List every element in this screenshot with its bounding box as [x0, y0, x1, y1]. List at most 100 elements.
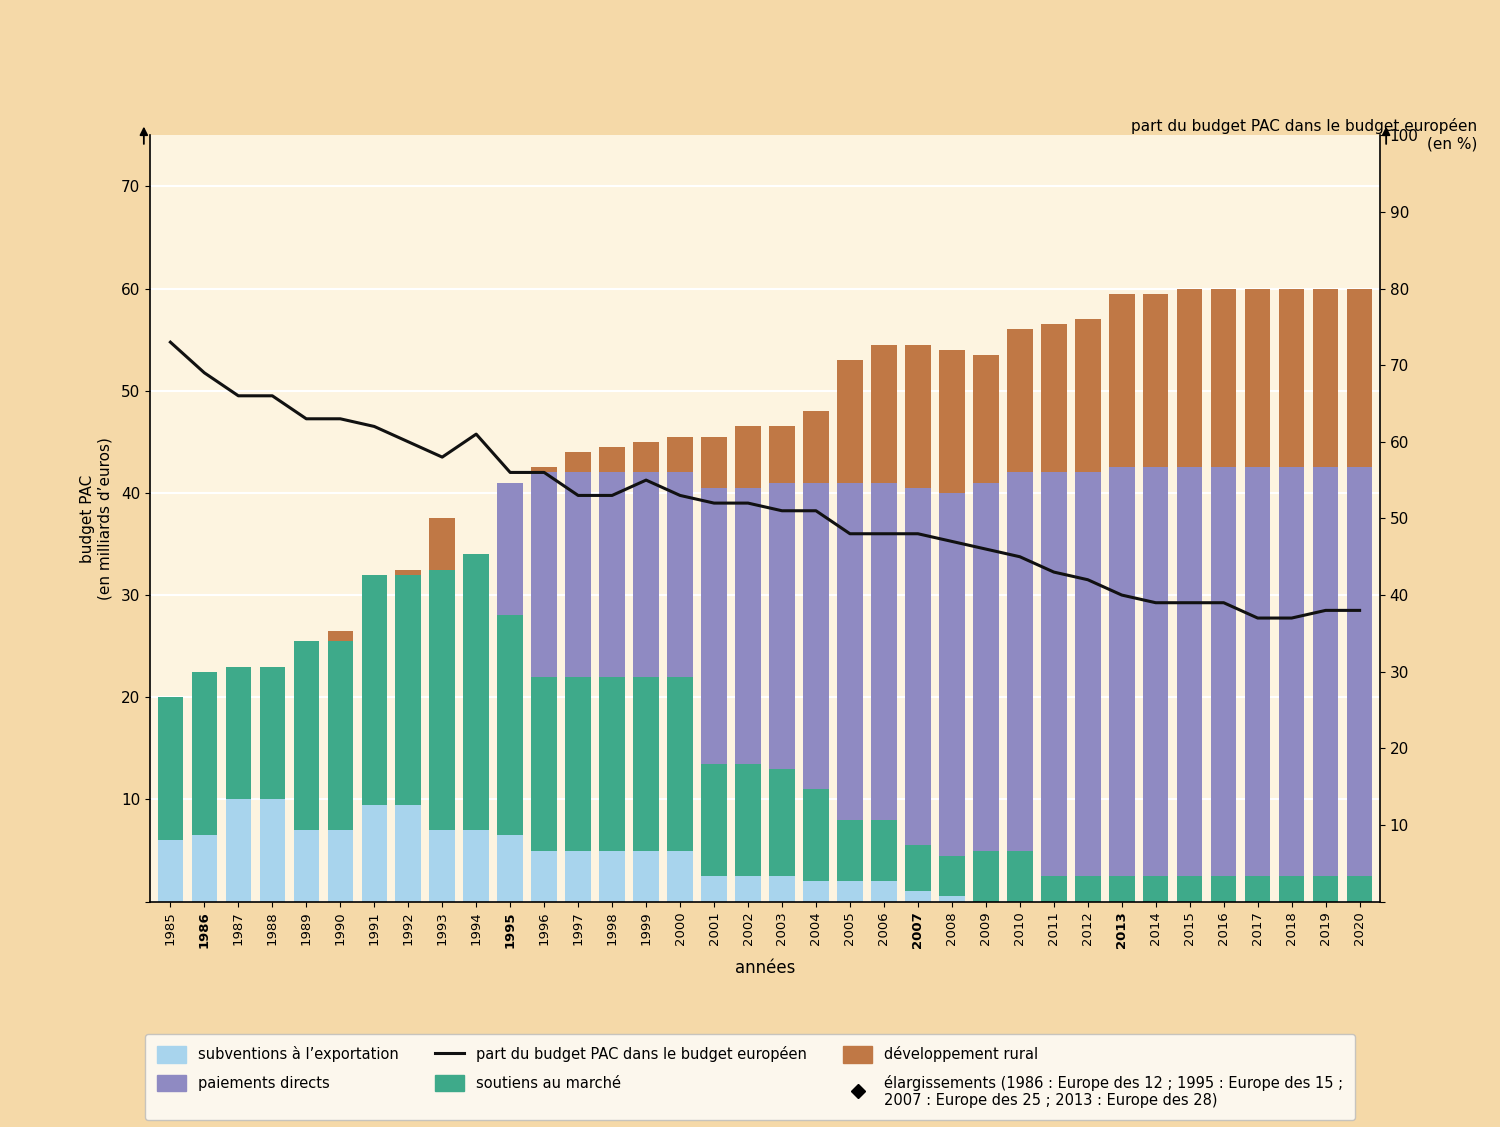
Bar	[158, 841, 183, 902]
Bar	[904, 845, 930, 891]
Bar	[1007, 329, 1032, 472]
Bar	[770, 769, 795, 876]
Bar	[1041, 876, 1066, 902]
Bar	[1178, 876, 1203, 902]
Bar	[802, 881, 828, 902]
Bar	[1347, 289, 1372, 468]
Bar	[498, 615, 523, 835]
Bar	[1210, 468, 1236, 876]
Bar	[327, 641, 352, 831]
Bar	[802, 482, 828, 789]
Bar	[158, 698, 183, 841]
Bar	[396, 805, 422, 902]
Bar	[1143, 876, 1168, 902]
Y-axis label: budget PAC
(en milliards d’euros): budget PAC (en milliards d’euros)	[80, 437, 112, 600]
Bar	[429, 518, 454, 569]
Bar	[837, 482, 862, 819]
Bar	[735, 764, 760, 876]
Bar	[871, 819, 897, 881]
Bar	[1347, 876, 1372, 902]
Bar	[802, 411, 828, 482]
Bar	[904, 488, 930, 845]
Bar	[939, 855, 964, 896]
Bar	[668, 436, 693, 472]
Bar	[1178, 289, 1203, 468]
Bar	[1312, 289, 1338, 468]
Bar	[1280, 468, 1305, 876]
Bar	[1210, 876, 1236, 902]
Bar	[770, 426, 795, 482]
Bar	[1076, 319, 1101, 472]
Bar	[837, 819, 862, 881]
Bar	[735, 426, 760, 488]
Bar	[225, 666, 251, 799]
Bar	[362, 805, 387, 902]
Bar	[294, 641, 320, 831]
Bar	[1007, 472, 1032, 851]
Bar	[702, 764, 727, 876]
Bar	[939, 349, 964, 492]
Bar	[702, 488, 727, 764]
Bar	[668, 472, 693, 677]
Bar	[1143, 468, 1168, 876]
Bar	[668, 851, 693, 902]
Bar	[600, 851, 625, 902]
Bar	[1076, 472, 1101, 876]
Bar	[1245, 876, 1270, 902]
Bar	[802, 789, 828, 881]
Bar	[1245, 468, 1270, 876]
Bar	[1108, 294, 1134, 468]
Bar	[904, 891, 930, 902]
Bar	[974, 355, 999, 482]
Bar	[600, 677, 625, 851]
Bar	[1007, 851, 1032, 902]
Bar	[192, 672, 217, 835]
Bar	[837, 881, 862, 902]
Bar	[531, 468, 556, 472]
Bar	[1143, 294, 1168, 468]
Bar	[668, 677, 693, 851]
Bar	[464, 554, 489, 831]
Bar	[770, 876, 795, 902]
Bar	[600, 447, 625, 472]
Bar	[904, 345, 930, 488]
Bar	[464, 831, 489, 902]
Bar	[566, 472, 591, 677]
Bar	[1347, 468, 1372, 876]
Bar	[974, 482, 999, 851]
Bar	[566, 452, 591, 472]
Bar	[362, 575, 387, 805]
Bar	[1312, 468, 1338, 876]
Bar	[974, 851, 999, 902]
Bar	[939, 896, 964, 902]
Bar	[735, 876, 760, 902]
Bar	[429, 569, 454, 831]
Bar	[260, 666, 285, 799]
Bar	[1041, 325, 1066, 472]
Bar	[566, 677, 591, 851]
Bar	[531, 677, 556, 851]
Bar	[837, 360, 862, 482]
Bar	[939, 492, 964, 855]
Bar	[531, 472, 556, 677]
Bar	[871, 881, 897, 902]
Bar	[1312, 876, 1338, 902]
Bar	[1076, 876, 1101, 902]
Bar	[396, 569, 422, 575]
Bar	[192, 835, 217, 902]
Bar	[633, 472, 658, 677]
Bar	[1280, 876, 1305, 902]
Bar	[429, 831, 454, 902]
Bar	[1108, 876, 1134, 902]
Bar	[702, 876, 727, 902]
X-axis label: années: années	[735, 959, 795, 977]
Bar	[871, 482, 897, 819]
Bar	[498, 482, 523, 615]
Bar	[396, 575, 422, 805]
Bar	[1178, 468, 1203, 876]
Bar	[260, 799, 285, 902]
Bar	[600, 472, 625, 677]
Bar	[735, 488, 760, 764]
Bar	[1280, 289, 1305, 468]
Bar	[633, 851, 658, 902]
